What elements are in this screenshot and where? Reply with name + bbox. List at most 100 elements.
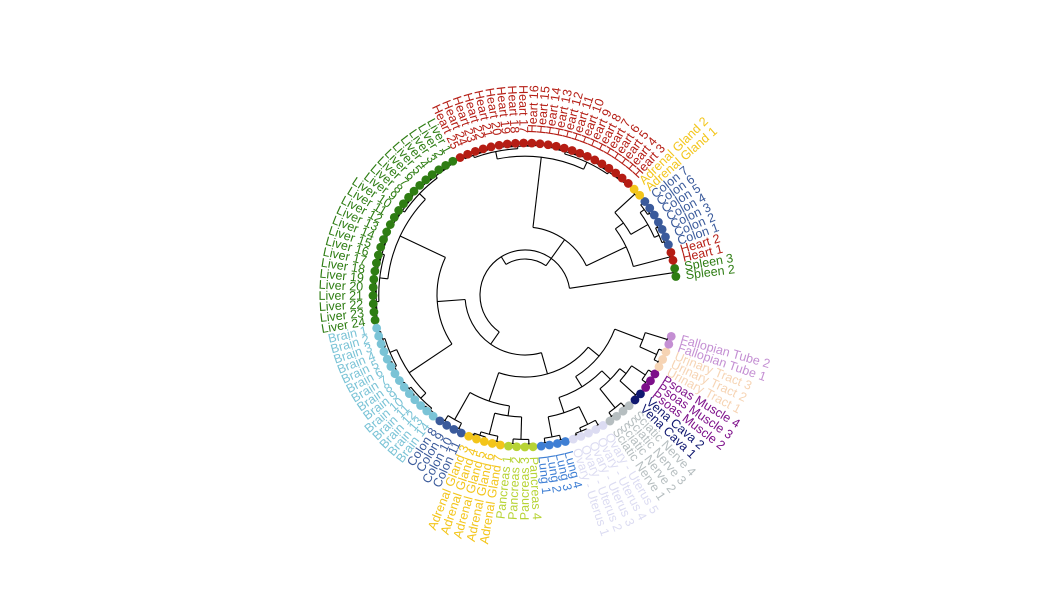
leaf-tip-dot (427, 170, 437, 180)
leaf-tip-dot (635, 190, 645, 200)
leaf-tip-dot (645, 203, 655, 213)
leaf-label: Pancreas 3 (518, 457, 532, 520)
leaf-tip-dot (654, 362, 664, 372)
branch-arc (378, 254, 385, 302)
leaf-tip-dot (666, 332, 676, 341)
leaf-tip-dot (368, 299, 378, 309)
branch-edge (479, 431, 482, 436)
branch-arc (505, 258, 547, 267)
branch-arc (619, 365, 633, 382)
leaf-label: Spleen 2 (685, 262, 736, 282)
leaf-tip-dot (487, 439, 497, 448)
branch-arc (494, 412, 522, 418)
leaf-tip-dot (559, 143, 569, 153)
leaf-tip-dot (385, 220, 395, 229)
leaf-tip-dot (528, 442, 538, 452)
leaf-tip-dot (479, 437, 489, 446)
leaf-label: Liver 22 (318, 297, 363, 314)
branch-edge (619, 368, 627, 374)
branch-arc (558, 370, 603, 399)
leaf-tip-dot (511, 138, 520, 148)
branch-edge (520, 416, 523, 440)
branch-arc (498, 346, 589, 378)
leaf-tip-dot (544, 440, 554, 450)
leaf-tip-dot (576, 431, 586, 441)
branch-edge (559, 435, 562, 440)
leaf-tip-dot (409, 186, 419, 196)
branch-edge (532, 157, 542, 228)
leaf-tip-dot (605, 416, 615, 426)
leaf-tip-dot (374, 331, 384, 341)
leaf-tip-dot (629, 184, 639, 194)
leaf-tip-dot (449, 424, 459, 434)
leaf-label: Pancreas 4 (527, 456, 544, 520)
leaf-tip-dot (434, 165, 444, 175)
branch-edge (653, 359, 659, 363)
branch-edge (458, 422, 463, 429)
leaf-tip-dot (591, 425, 601, 434)
branch-arc (436, 257, 453, 345)
branch-edge (583, 162, 588, 170)
leaf-tip-dot (520, 442, 530, 452)
branch-edge (496, 436, 499, 442)
leaf-tip-dot (657, 225, 667, 234)
leaf-tip-dot (670, 263, 680, 273)
leaf-tip-dot (535, 139, 545, 149)
branch-arc (532, 226, 587, 266)
leaf-tip-dot (584, 428, 593, 438)
branch-edge (633, 256, 671, 268)
branch-edge (379, 277, 388, 280)
branch-edge (641, 379, 646, 383)
leaf-tip-dot (368, 283, 378, 292)
leaf-tip-dot (568, 434, 578, 444)
branch-arc (469, 392, 510, 407)
leaf-tip-dot (441, 160, 451, 170)
branch-edge (586, 246, 627, 267)
leaf-tip-dot (560, 437, 570, 446)
branch-edge (639, 209, 645, 213)
branch-edge (639, 346, 657, 355)
leaf-tip-dot (372, 258, 381, 268)
branch-arc (614, 228, 634, 267)
branch-edge (543, 438, 546, 443)
branch-edge (594, 420, 599, 426)
leaf-tip-dot (640, 197, 650, 206)
leaf-label: Heart 17 (516, 85, 530, 133)
branch-edge (608, 412, 613, 417)
leaf-tip-dot (435, 416, 445, 426)
leaf-tip-dot (372, 323, 382, 333)
branch-edge (389, 349, 397, 353)
leaf-tip-dot (519, 138, 529, 148)
leaf-tip-dot (551, 141, 561, 151)
leaf-tip-dot (649, 210, 659, 220)
leaf-tip-dot (389, 213, 399, 222)
leaf-tip-dot (370, 315, 380, 325)
branch-edge (569, 272, 674, 289)
leaf-tip-dot (442, 420, 452, 430)
leaf-label: Pancreas 1 (494, 455, 515, 519)
leaf-tip-dot (646, 376, 655, 386)
leaf-tip-dot (666, 247, 676, 257)
branch-edge (599, 388, 616, 409)
leaf-tip-dot (369, 274, 379, 284)
branch-arc (564, 153, 608, 175)
branch-edge (631, 365, 646, 376)
leaf-tip-dot (661, 347, 671, 357)
leaf-tip-dot (376, 339, 386, 349)
branch-edge (420, 392, 427, 399)
branch-edge (578, 406, 589, 425)
leaf-tip-dot (543, 140, 553, 150)
leaf-tip-dot (575, 148, 585, 158)
branch-edge (645, 332, 668, 340)
leaf-tip-dot (382, 354, 392, 364)
leaf-tip-dot (455, 153, 465, 162)
leaf-tip-dot (399, 382, 409, 392)
leaf-tip-dot (671, 272, 681, 281)
leaf-tip-dot (494, 140, 504, 150)
leaf-tip-dot (486, 142, 496, 152)
leaf-tip-dot (464, 431, 474, 441)
leaf-label: Liver 19 (319, 267, 365, 286)
leaf-tip-dot (661, 232, 670, 242)
branch-edge (615, 222, 624, 230)
